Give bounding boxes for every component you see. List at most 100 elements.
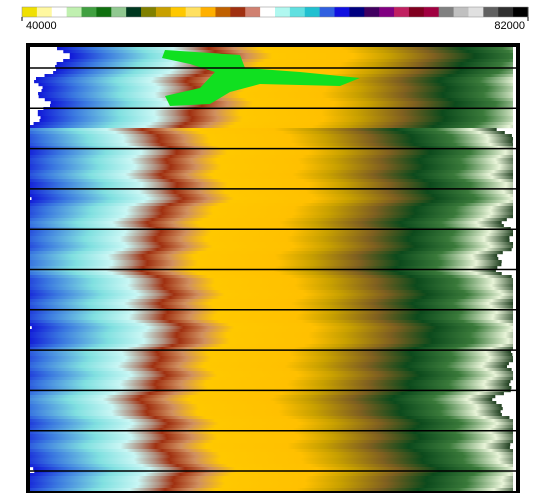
heat-row (30, 356, 516, 360)
colorbar-swatch (364, 7, 380, 17)
heat-row (30, 440, 516, 444)
heat-row (30, 161, 516, 165)
heat-row (30, 293, 516, 297)
colorbar (21, 6, 529, 21)
heat-row (30, 329, 516, 333)
heat-row (30, 341, 516, 345)
heat-row (30, 128, 497, 132)
heat-row (57, 47, 516, 51)
heat-patch (162, 50, 360, 106)
heat-row (56, 68, 516, 72)
colorbar-swatch (51, 7, 68, 17)
heat-row (30, 410, 501, 414)
heat-row (37, 110, 516, 114)
heat-row (63, 59, 516, 63)
colorbar-border (21, 6, 529, 18)
heat-row (30, 347, 516, 351)
heat-row (30, 134, 512, 138)
colorbar-swatch (260, 7, 276, 17)
heat-row (30, 137, 514, 141)
heat-row (30, 239, 510, 243)
heat-row (38, 95, 516, 99)
heat-row (33, 467, 516, 471)
colorbar-swatch (96, 7, 112, 17)
heat-row (30, 185, 516, 189)
colorbar-swatch (423, 7, 440, 17)
heat-row (30, 212, 516, 216)
heat-row (30, 359, 514, 363)
colorbar-swatch (185, 7, 202, 17)
heat-row (30, 365, 507, 369)
heat-row (30, 242, 514, 246)
heat-row (30, 332, 516, 336)
colorbar-swatch (498, 7, 514, 17)
heat-row (30, 377, 516, 381)
heat-row (30, 278, 516, 282)
heat-row (42, 86, 516, 90)
heat-row (30, 449, 516, 453)
heat-row (30, 215, 514, 219)
heat-row (55, 65, 516, 69)
heat-row (30, 266, 498, 270)
heat-row (30, 248, 512, 252)
heat-row (30, 251, 503, 255)
colorbar-swatch (304, 7, 321, 17)
heat-row (38, 92, 516, 96)
colorbar-swatch (453, 7, 469, 17)
heat-row (30, 458, 516, 462)
heat-row (30, 281, 516, 285)
heatmap (30, 47, 516, 491)
heat-row (30, 164, 516, 168)
heat-row (30, 338, 516, 342)
heat-row (30, 425, 516, 429)
heat-row (30, 482, 516, 486)
heat-row (30, 263, 502, 267)
heat-row (30, 287, 516, 291)
heat-row (30, 155, 516, 159)
heat-row (30, 434, 516, 438)
heat-row (30, 401, 497, 405)
heat-row (30, 422, 516, 426)
heat-row (30, 317, 516, 321)
heat-row (30, 320, 516, 324)
heat-row (30, 368, 512, 372)
heat-row (30, 140, 513, 144)
heat-row (30, 146, 516, 150)
heat-row (30, 362, 509, 366)
heat-row (30, 416, 510, 420)
heat-row (30, 176, 516, 180)
colorbar-swatch (289, 7, 306, 17)
heat-row (44, 98, 516, 102)
colorbar-swatch (215, 7, 231, 17)
heat-row (30, 419, 516, 423)
colorbar-swatch (141, 7, 157, 17)
heat-row (30, 476, 516, 480)
heat-row (56, 62, 516, 66)
heat-row (39, 119, 516, 123)
heat-row (30, 254, 498, 258)
colorbar-swatch (483, 7, 499, 17)
heat-row (30, 170, 516, 174)
heat-row (30, 200, 516, 204)
heat-row (30, 272, 502, 276)
heat-row (31, 326, 516, 330)
heat-row (38, 83, 516, 87)
colorbar-tick-label: 40000 (26, 20, 57, 32)
heat-row (69, 56, 516, 60)
heat-row (30, 428, 516, 432)
heat-row (30, 344, 516, 348)
heat-row (30, 290, 516, 294)
colorbar-tick-label: 82000 (494, 20, 525, 32)
heat-row (30, 371, 516, 375)
colorbar-swatch (66, 7, 83, 17)
heat-row (30, 224, 504, 228)
heat-row (30, 149, 516, 153)
heat-row (49, 104, 516, 108)
heat-row (30, 131, 505, 135)
heat-row (30, 395, 496, 399)
colorbar-swatch (379, 7, 395, 17)
heat-row (37, 113, 516, 117)
heat-row (30, 392, 504, 396)
heat-row (33, 122, 516, 126)
